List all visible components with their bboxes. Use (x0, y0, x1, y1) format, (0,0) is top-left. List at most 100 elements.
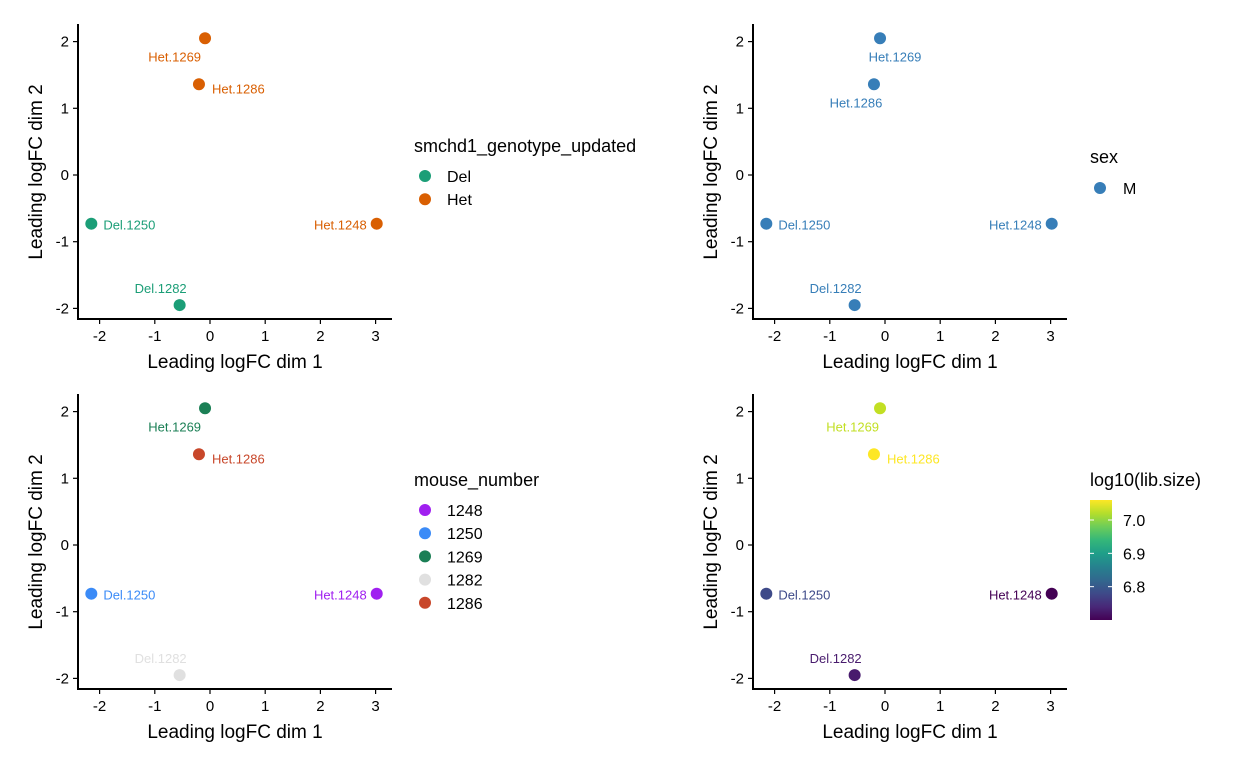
point-label: Het.1286 (212, 451, 265, 466)
y-axis-title: Leading logFC dim 2 (701, 84, 722, 259)
legend-key (419, 596, 431, 609)
data-point (760, 217, 773, 230)
x-tick-label: 2 (316, 328, 324, 345)
point-label: Het.1269 (826, 419, 879, 434)
y-tick-label: -2 (731, 300, 744, 317)
x-tick-label: 0 (881, 698, 889, 715)
data-point (874, 32, 887, 45)
point-label: Het.1269 (148, 49, 201, 64)
panel-4: -2 -1 0 1 2 3 -2 -1 0 1 2 Leading logFC dim 1 Leadin… (701, 394, 1201, 743)
legend-key (419, 527, 431, 540)
x-tick-label: -2 (768, 698, 781, 715)
data-point (848, 299, 861, 312)
point-label: Het.1286 (887, 451, 940, 466)
y-tick-label: 0 (61, 537, 69, 554)
x-tick-label: 3 (1046, 328, 1054, 345)
legend-key (419, 573, 431, 586)
point-label: Del.1250 (103, 588, 155, 603)
point-label: Del.1282 (810, 281, 862, 296)
y-tick-label: 2 (736, 34, 744, 51)
x-tick-label: 0 (881, 328, 889, 345)
y-tick-label: -1 (731, 604, 744, 621)
x-axis-title: Leading logFC dim 1 (822, 352, 997, 373)
data-point (199, 402, 212, 415)
data-point (874, 402, 887, 415)
legend-key (419, 504, 431, 516)
data-point (867, 78, 880, 91)
point-label: Het.1286 (830, 95, 883, 110)
data-point (173, 299, 186, 312)
x-tick-label: -1 (148, 698, 161, 715)
legend-title: mouse_number (414, 470, 539, 491)
point-label: Het.1286 (212, 81, 265, 96)
y-tick-label: 1 (736, 100, 744, 117)
data-point (370, 587, 383, 600)
y-axis-title: Leading logFC dim 2 (26, 84, 47, 259)
legend-label: Del (447, 169, 471, 186)
point-label: Het.1248 (989, 588, 1042, 603)
legend-label: 1250 (447, 526, 483, 543)
legend-title: smchd1_genotype_updated (414, 136, 636, 157)
x-tick-label: 3 (371, 328, 379, 345)
y-axis-title: Leading logFC dim 2 (701, 454, 722, 629)
y-tick-label: -1 (56, 604, 69, 621)
point-label: Het.1248 (989, 218, 1042, 233)
y-tick-label: 0 (736, 167, 744, 184)
point-label: Het.1269 (869, 49, 922, 64)
legend: log10(lib.size) 6.8 6.9 7.0 (1090, 470, 1201, 620)
data-point (85, 587, 98, 600)
data-point (1045, 587, 1058, 600)
point-label: Het.1248 (314, 218, 367, 233)
x-tick-label: 3 (371, 698, 379, 715)
y-axis-title: Leading logFC dim 2 (26, 454, 47, 629)
data-point (85, 217, 98, 230)
colorbar-tick-label: 7.0 (1123, 513, 1145, 530)
legend-key (419, 170, 431, 182)
point-label: Del.1282 (135, 281, 187, 296)
x-axis-title: Leading logFC dim 1 (822, 722, 997, 743)
y-tick-label: 2 (736, 404, 744, 421)
point-label: Del.1250 (778, 218, 830, 233)
data-point (848, 669, 861, 682)
legend-label: M (1123, 181, 1136, 198)
x-tick-label: 1 (936, 328, 944, 345)
y-tick-label: 1 (61, 100, 69, 117)
legend-label: 1269 (447, 549, 483, 566)
point-label: Del.1250 (778, 588, 830, 603)
legend: mouse_number 1248 1250 1269 1282 1286 (414, 470, 539, 613)
y-tick-label: 2 (61, 34, 69, 51)
legend-key (419, 193, 431, 206)
x-tick-label: 0 (206, 698, 214, 715)
legend-label: Het (447, 192, 472, 209)
data-point (199, 32, 212, 45)
y-tick-label: -1 (56, 234, 69, 251)
panel-1: -2 -1 0 1 2 3 -2 -1 0 1 2 Leading logFC dim 1 Leadin… (26, 24, 636, 373)
x-axis-title: Leading logFC dim 1 (147, 352, 322, 373)
x-tick-label: 0 (206, 328, 214, 345)
data-point (760, 587, 773, 600)
y-tick-label: 1 (736, 470, 744, 487)
colorbar-tick-label: 6.9 (1123, 546, 1145, 563)
legend-label: 1248 (447, 503, 483, 520)
legend: sex M (1090, 147, 1136, 198)
legend-key (1094, 182, 1106, 194)
x-tick-label: -2 (93, 328, 106, 345)
y-tick-label: -2 (731, 670, 744, 687)
x-tick-label: -2 (768, 328, 781, 345)
y-tick-label: -2 (56, 670, 69, 687)
legend-label: 1286 (447, 596, 483, 613)
panel-2: -2 -1 0 1 2 3 -2 -1 0 1 2 Leading logFC dim 1 Leadin… (701, 24, 1136, 373)
legend-title: log10(lib.size) (1090, 470, 1201, 490)
y-tick-label: 0 (736, 537, 744, 554)
y-tick-label: 1 (61, 470, 69, 487)
x-tick-label: -1 (823, 698, 836, 715)
colorbar-tick-label: 6.8 (1123, 580, 1145, 597)
x-tick-label: 1 (261, 698, 269, 715)
x-tick-label: -1 (823, 328, 836, 345)
data-point (173, 669, 186, 682)
x-axis-title: Leading logFC dim 1 (147, 722, 322, 743)
legend-title: sex (1090, 147, 1118, 167)
data-point (370, 217, 383, 230)
point-label: Het.1248 (314, 588, 367, 603)
